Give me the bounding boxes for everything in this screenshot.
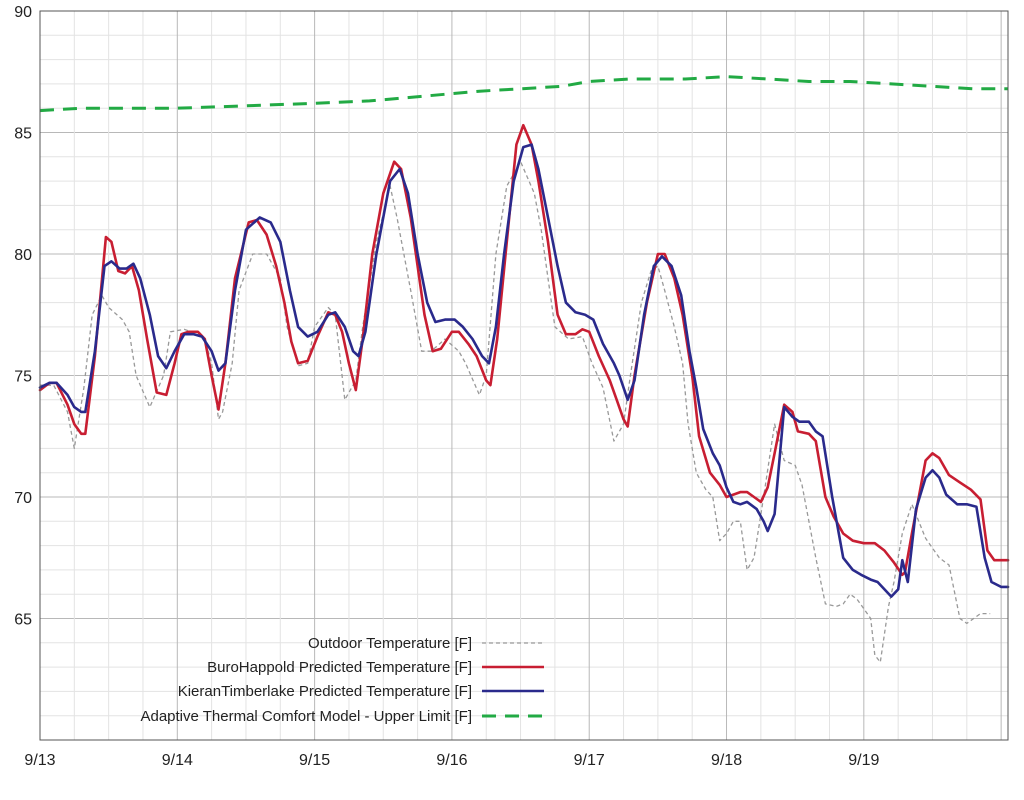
legend-label: Adaptive Thermal Comfort Model - Upper L… <box>140 708 472 725</box>
y-tick-label: 65 <box>14 612 32 629</box>
series-line-kierantimberlake-predicted-temperature <box>38 143 1010 598</box>
y-tick-label: 85 <box>14 126 32 143</box>
x-tick-label: 9/17 <box>574 752 605 769</box>
y-axis-ticks: 65 70 75 80 85 90 <box>14 4 32 629</box>
series-line-adaptive-thermal-comfort-model-upper-limit <box>39 75 1008 113</box>
legend-label: BuroHappold Predicted Temperature [F] <box>207 659 472 676</box>
x-tick-label: 9/18 <box>711 752 742 769</box>
y-tick-label: 90 <box>14 4 32 21</box>
legend-label: KieranTimberlake Predicted Temperature [… <box>178 683 472 700</box>
x-tick-label: 9/19 <box>848 752 879 769</box>
legend-label: Outdoor Temperature [F] <box>308 635 472 652</box>
legend: Outdoor Temperature [F] BuroHappold Predi… <box>140 635 544 725</box>
x-axis-ticks: 9/13 9/14 9/15 9/16 9/17 9/18 9/19 <box>24 752 879 769</box>
x-tick-label: 9/16 <box>436 752 467 769</box>
y-tick-label: 70 <box>14 490 32 507</box>
plot-border <box>39 10 1009 741</box>
series-line-burohappold-predicted-temperature <box>38 123 1010 577</box>
x-tick-label: 9/14 <box>162 752 193 769</box>
grid <box>39 10 1008 741</box>
y-tick-label: 80 <box>14 247 32 264</box>
x-tick-label: 9/13 <box>24 752 55 769</box>
series-layer <box>38 75 1010 663</box>
y-tick-label: 75 <box>14 369 32 386</box>
x-tick-label: 9/15 <box>299 752 330 769</box>
